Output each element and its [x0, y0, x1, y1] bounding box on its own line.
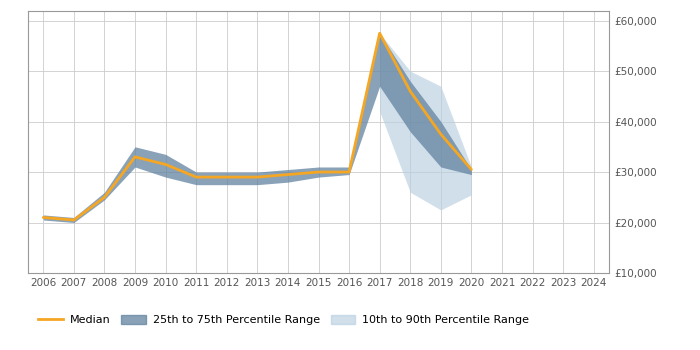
Legend: Median, 25th to 75th Percentile Range, 10th to 90th Percentile Range: Median, 25th to 75th Percentile Range, 1… [34, 310, 533, 330]
